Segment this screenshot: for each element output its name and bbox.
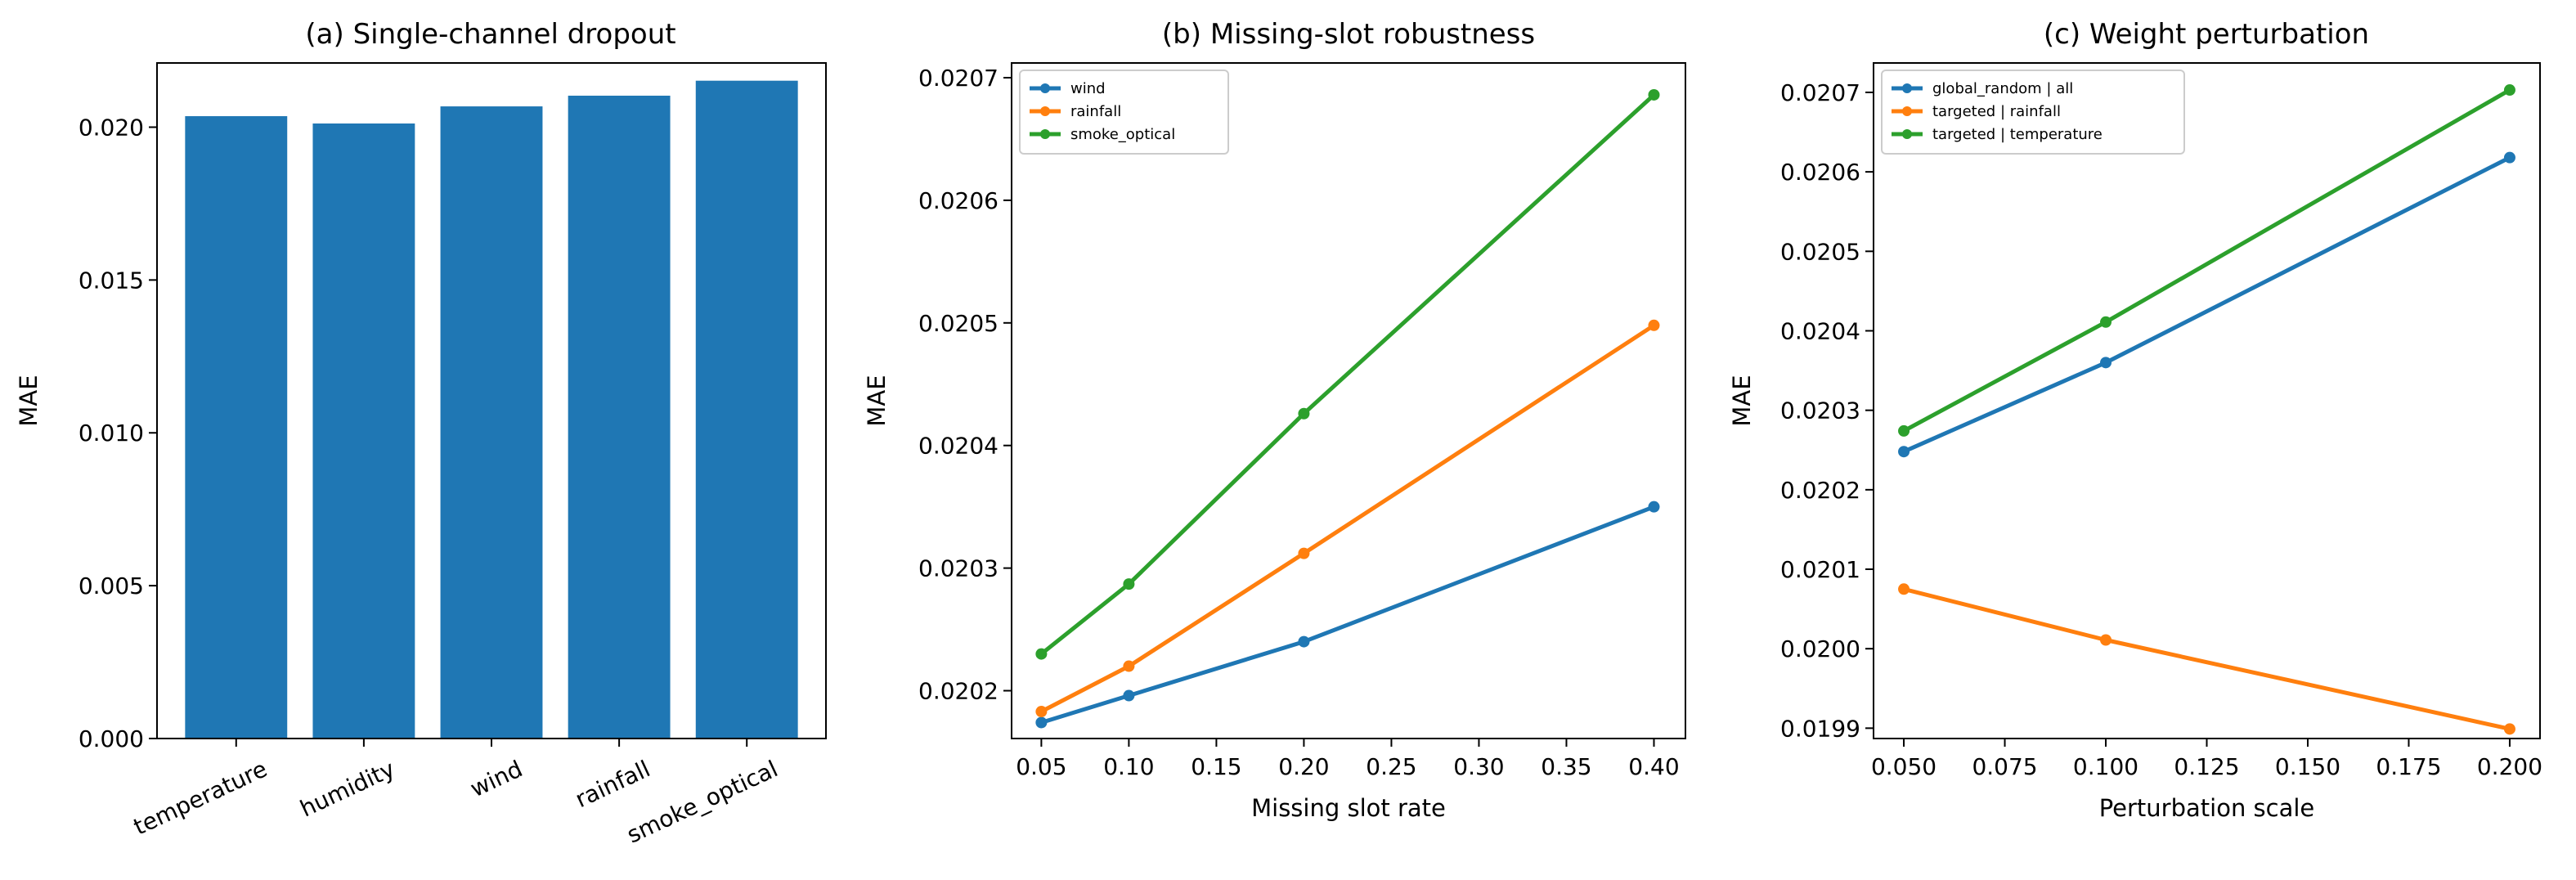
y-tick-label: 0.0203 [1780,397,1860,424]
x-tick-label: 0.125 [2174,753,2239,780]
y-axis-label: MAE [1728,375,1756,426]
x-tick-label: wind [466,755,527,802]
x-tick-label: 0.40 [1628,753,1679,780]
panel-b-missing-slot-robustness: (b) Missing-slot robustness MAE Missing sl… [863,18,1686,822]
data-point [1298,635,1310,648]
series-line-rainfall [1040,323,1655,714]
x-tick-label: 0.10 [1103,753,1154,780]
data-point [1035,648,1048,660]
legend-label: targeted | temperature [1932,126,2103,143]
x-tick-label: 0.15 [1191,753,1241,780]
y-axis-label: MAE [15,375,43,426]
data-point [1898,424,1910,437]
data-point [1298,547,1310,559]
panel-a-single-channel-dropout: (a) Single-channel dropout MAE 0.000 0.005 0… [15,18,827,849]
y-tick-label: 0.0205 [918,310,999,337]
legend-marker [1902,129,1912,139]
x-tick-label: 0.05 [1016,753,1066,780]
data-point [1298,407,1310,420]
y-tick-label: 0.0201 [1780,556,1860,583]
data-point [2503,723,2515,735]
x-tick-label: 0.35 [1541,753,1591,780]
plot-frame [156,62,827,739]
y-tick-label: 0.0199 [1780,715,1860,742]
y-tick-label: 0.0202 [918,678,999,705]
x-tick-label: 0.050 [1871,753,1936,780]
x-tick-label: rainfall [571,755,654,813]
y-tick-label: 0.000 [79,725,144,752]
x-tick-label: 0.175 [2376,753,2441,780]
bar-temperature [185,116,288,739]
x-tick-label: 0.20 [1278,753,1329,780]
series-line-wind [1040,505,1655,725]
plot-frame [1011,62,1686,739]
legend-label: wind [1070,80,1106,97]
legend-marker [1040,129,1050,139]
y-tick-label: 0.010 [79,420,144,447]
y-tick-label: 0.015 [79,267,144,294]
data-point [2503,151,2515,164]
panel-c-weight-perturbation: (c) Weight perturbation MAE Perturbation s… [1728,18,2542,822]
legend-marker [1902,83,1912,93]
legend-box [1019,70,1229,155]
y-tick-label: 0.0207 [1780,79,1860,106]
data-point [2503,84,2515,97]
data-point [1898,583,1910,595]
data-point [1123,689,1135,702]
data-point [2100,634,2112,646]
y-tick-label: 0.020 [79,114,144,141]
legend-label: global_random | all [1932,80,2073,97]
bar-wind [440,106,543,739]
data-point [1898,446,1910,458]
chart-title: (b) Missing-slot robustness [1162,18,1535,51]
legend-marker [1902,106,1912,116]
bar-humidity [312,123,415,739]
data-point [1648,319,1660,331]
legend-label: targeted | rainfall [1932,103,2061,120]
data-point [2100,357,2112,369]
x-tick-label: 0.100 [2073,753,2138,780]
data-point [1123,660,1135,672]
legend-marker [1040,106,1050,116]
bar-rainfall [568,95,671,739]
y-tick-label: 0.0200 [1780,635,1860,662]
x-tick-label: 0.200 [2477,753,2542,780]
data-point [2100,316,2112,328]
x-axis-label: Perturbation scale [2099,794,2315,822]
legend-marker [1040,83,1050,93]
legend-label: smoke_optical [1070,126,1175,143]
plot-frame [1873,62,2541,739]
legend-box [1881,70,2185,155]
data-point [1648,501,1660,513]
y-tick-label: 0.0202 [1780,477,1860,504]
y-tick-label: 0.0207 [918,65,999,92]
chart-title: (a) Single-channel dropout [305,18,675,51]
chart-title: (c) Weight perturbation [2044,18,2369,51]
x-tick-label: 0.150 [2275,753,2340,780]
y-tick-label: 0.0204 [918,433,999,460]
data-point [1035,706,1048,718]
x-tick-label: 0.25 [1366,753,1416,780]
y-tick-label: 0.005 [79,572,144,599]
y-tick-label: 0.0204 [1780,317,1860,344]
legend-label: rainfall [1070,103,1121,120]
series-line-targeted-rainfall [1903,586,2511,731]
data-point [1123,578,1135,590]
x-axis-label: Missing slot rate [1251,794,1446,822]
y-axis-label: MAE [863,375,891,426]
series-line-global-random-all [1902,155,2511,454]
x-tick-label: humidity [296,755,399,822]
x-tick-label: 0.075 [1972,753,2037,780]
y-tick-label: 0.0205 [1780,238,1860,265]
data-point [1035,716,1048,729]
bar-smoke_optical [695,80,798,739]
y-tick-label: 0.0206 [918,187,999,214]
data-point [1648,88,1660,101]
series-line-smoke-optical [1039,93,1656,656]
x-tick-label: 0.30 [1453,753,1504,780]
x-tick-label: temperature [129,755,271,840]
y-tick-label: 0.0206 [1780,159,1860,186]
y-tick-label: 0.0203 [918,555,999,582]
